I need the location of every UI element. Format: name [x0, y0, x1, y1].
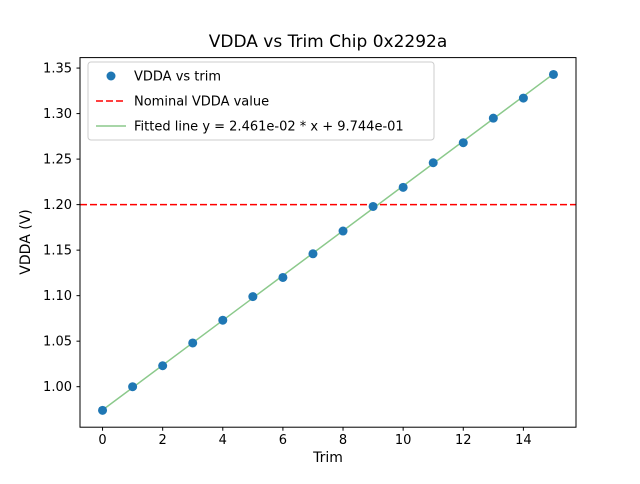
y-tick-label: 1.05: [43, 335, 72, 350]
plot-area: [80, 69, 576, 415]
x-tick-label: 8: [339, 433, 347, 448]
data-point: [518, 93, 528, 103]
y-tick-label: 1.25: [43, 153, 72, 168]
y-tick-label: 1.35: [43, 62, 72, 77]
x-axis-label: Trim: [312, 450, 343, 466]
legend-label: VDDA vs trim: [134, 70, 221, 85]
data-point: [458, 138, 468, 148]
data-point: [428, 158, 438, 168]
data-point: [488, 113, 498, 123]
y-axis-label: VDDA (V): [18, 209, 34, 274]
data-point: [158, 361, 168, 371]
x-tick-label: 10: [395, 433, 412, 448]
data-point: [398, 182, 408, 192]
y-tick-label: 1.20: [43, 198, 72, 213]
y-axis-ticks: 1.00 1.05 1.10 1.15 1.20 1.25 1.30 1.35: [43, 62, 80, 395]
x-tick-label: 12: [455, 433, 472, 448]
data-point: [548, 69, 558, 79]
x-tick-label: 2: [159, 433, 167, 448]
x-tick-label: 4: [219, 433, 227, 448]
legend-box: [87, 61, 435, 141]
y-tick-label: 1.10: [43, 289, 72, 304]
x-tick-label: 14: [515, 433, 532, 448]
axes-spines: [79, 57, 577, 428]
data-point: [188, 338, 198, 348]
data-point: [248, 292, 258, 302]
data-point: [98, 405, 108, 415]
x-tick-label: 0: [98, 433, 106, 448]
legend: VDDA vs trim Nominal VDDA value Fitted lin…: [87, 61, 435, 141]
x-axis-ticks: 0 2 4 6 8 10 12 14: [98, 427, 532, 448]
data-point: [278, 272, 288, 282]
y-tick-label: 1.30: [43, 107, 72, 122]
legend-label: Fitted line y = 2.461e-02 * x + 9.744e-0…: [134, 120, 404, 135]
y-tick-label: 1.00: [43, 380, 72, 395]
fitted-line: [102, 73, 554, 411]
data-point: [368, 201, 378, 211]
y-tick-label: 1.15: [43, 244, 72, 259]
x-tick-label: 6: [279, 433, 287, 448]
data-point: [128, 382, 138, 392]
data-point: [338, 226, 348, 236]
legend-label: Nominal VDDA value: [134, 95, 269, 110]
data-point: [308, 249, 318, 259]
chart-title: VDDA vs Trim Chip 0x2292a: [209, 32, 448, 52]
data-point: [218, 315, 228, 325]
legend-marker-scatter: [106, 71, 116, 81]
